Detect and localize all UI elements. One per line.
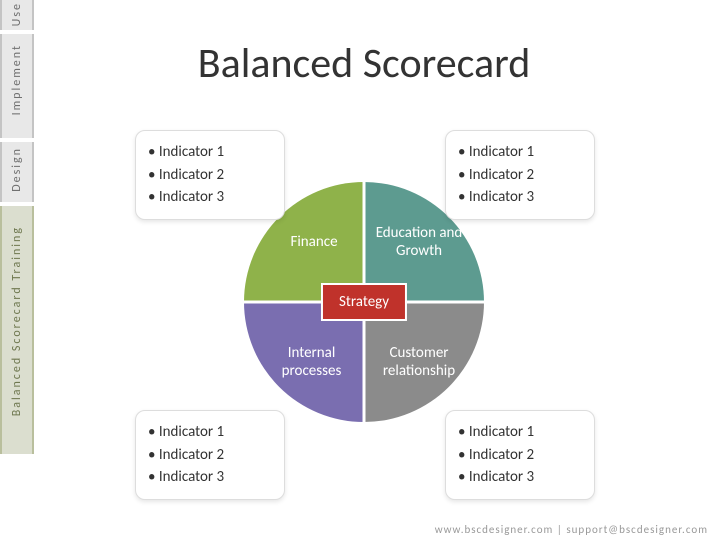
sidebar-block-use: Use bbox=[0, 0, 34, 30]
indicator-box-tr: • Indicator 1 • Indicator 2 • Indicator … bbox=[445, 130, 595, 220]
indicator-item: • Indicator 2 bbox=[148, 444, 272, 467]
indicator-box-tl: • Indicator 1 • Indicator 2 • Indicator … bbox=[135, 130, 285, 220]
sidebar-block-implement: Implement bbox=[0, 34, 34, 138]
indicator-item: • Indicator 1 bbox=[458, 421, 582, 444]
quad-label: Internal processes bbox=[244, 344, 364, 380]
indicator-item: • Indicator 3 bbox=[148, 466, 272, 489]
indicator-box-bl: • Indicator 1 • Indicator 2 • Indicator … bbox=[135, 410, 285, 500]
quad-label: Education and Growth bbox=[364, 224, 484, 260]
indicator-item: • Indicator 1 bbox=[458, 141, 582, 164]
indicator-item: • Indicator 1 bbox=[148, 141, 272, 164]
quad-label: Finance bbox=[270, 233, 337, 251]
footer-text: www.bscdesigner.com | support@bscdesigne… bbox=[435, 523, 708, 536]
sidebar-label: Design bbox=[10, 147, 24, 192]
sidebar-block-training: Balanced Scorecard Training bbox=[0, 206, 34, 454]
indicator-item: • Indicator 3 bbox=[458, 466, 582, 489]
center-strategy: Strategy bbox=[321, 283, 407, 321]
page-title: Balanced Scorecard bbox=[198, 38, 531, 89]
sidebar: Balanced Scorecard Training Design Imple… bbox=[0, 0, 34, 546]
sidebar-label: Use bbox=[10, 2, 24, 26]
indicator-item: • Indicator 2 bbox=[458, 444, 582, 467]
indicator-item: • Indicator 2 bbox=[148, 164, 272, 187]
indicator-item: • Indicator 1 bbox=[148, 421, 272, 444]
indicator-item: • Indicator 3 bbox=[148, 186, 272, 209]
indicator-item: • Indicator 2 bbox=[458, 164, 582, 187]
sidebar-block-design: Design bbox=[0, 142, 34, 202]
indicator-item: • Indicator 3 bbox=[458, 186, 582, 209]
sidebar-label: Implement bbox=[10, 44, 24, 115]
indicator-box-br: • Indicator 1 • Indicator 2 • Indicator … bbox=[445, 410, 595, 500]
quad-label: Customer relationship bbox=[364, 344, 484, 380]
sidebar-label: Balanced Scorecard Training bbox=[10, 226, 24, 416]
